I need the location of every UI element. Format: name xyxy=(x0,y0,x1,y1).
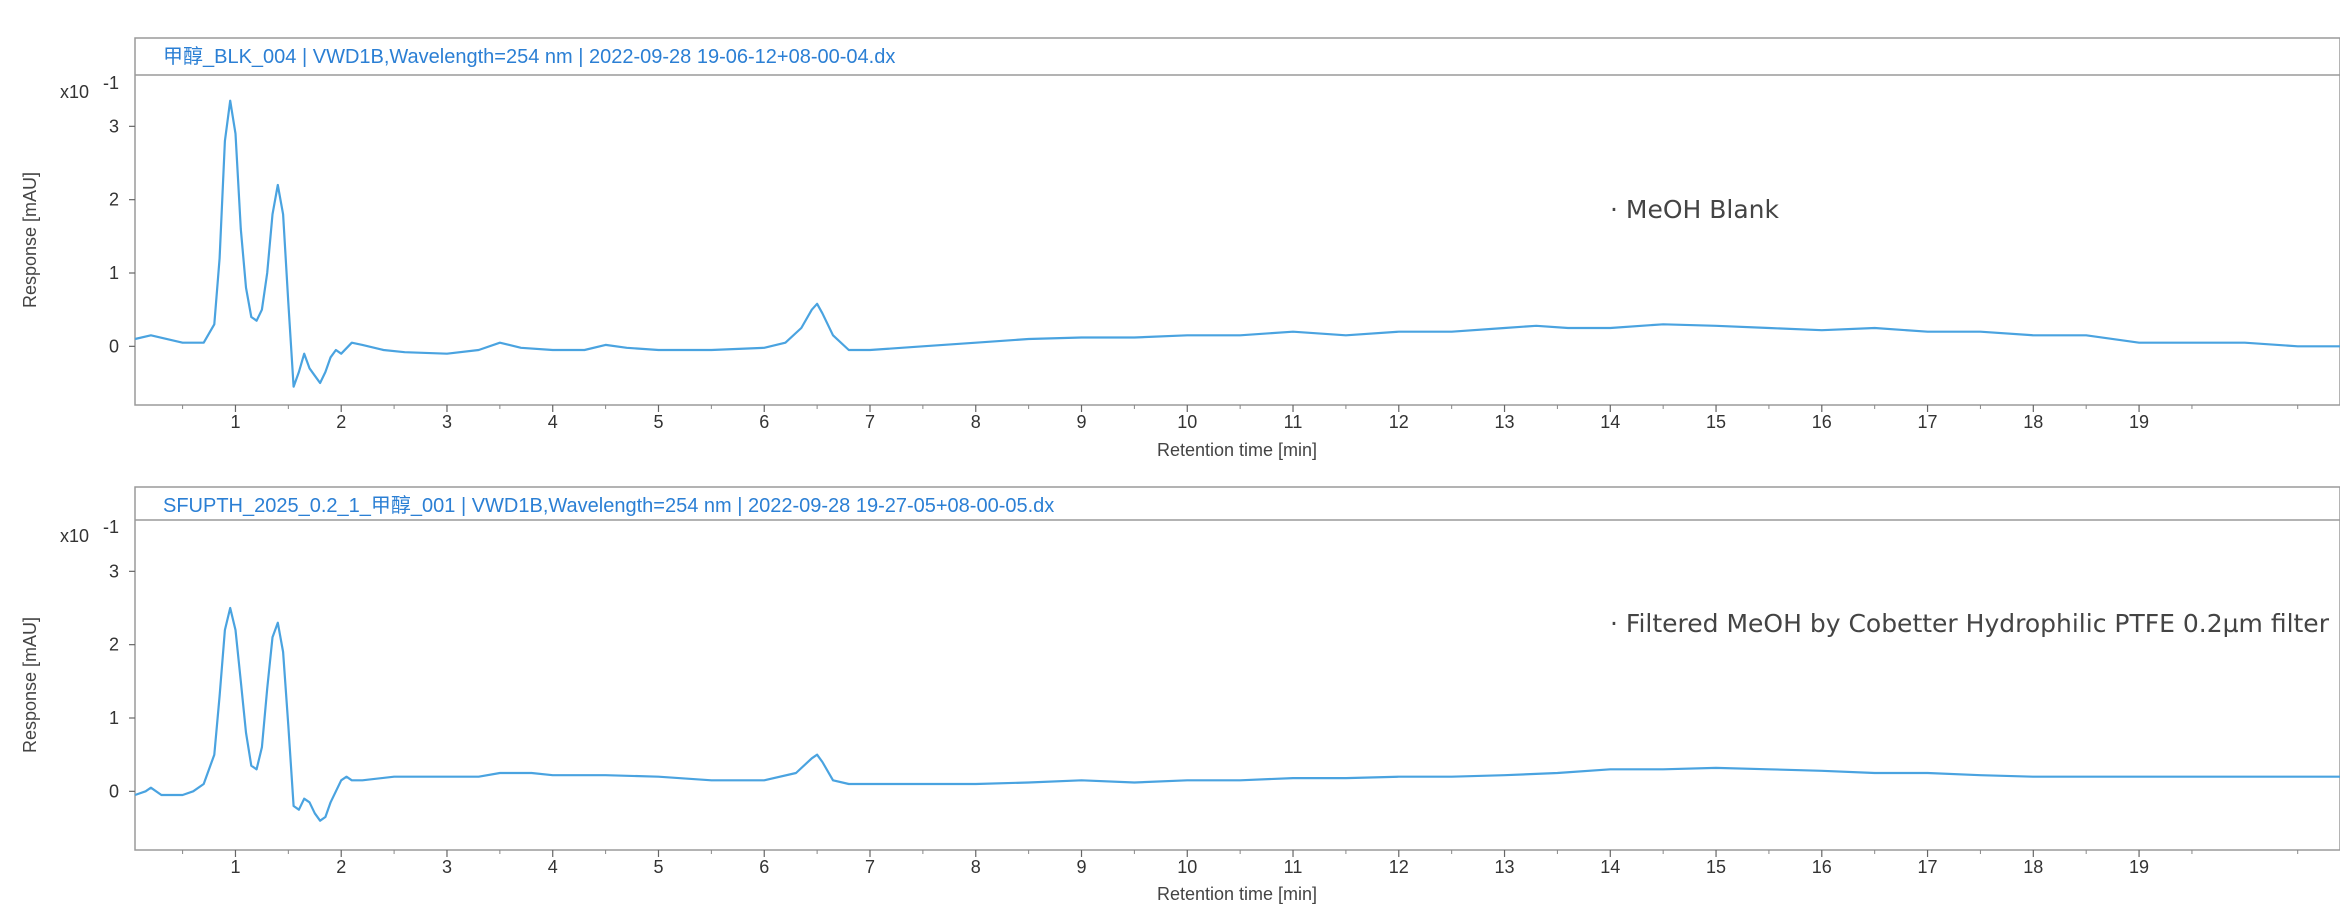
x-tick-label: 16 xyxy=(1812,412,1832,432)
x-tick-label: 17 xyxy=(1918,857,1938,877)
x-tick-label: 8 xyxy=(971,412,981,432)
x-tick-label: 12 xyxy=(1389,857,1409,877)
series-annotation: · MeOH Blank xyxy=(1610,195,1780,224)
x-axis-label: Retention time [min] xyxy=(1157,884,1317,904)
x-tick-label: 17 xyxy=(1918,412,1938,432)
y-tick-label: 0 xyxy=(109,781,119,801)
x-tick-label: 15 xyxy=(1706,412,1726,432)
chart-title: SFUPTH_2025_0.2_1_甲醇_001 | VWD1B,Wavelen… xyxy=(163,494,1054,517)
y-tick-label: 3 xyxy=(109,561,119,581)
x-tick-label: 10 xyxy=(1177,857,1197,877)
x-tick-label: 1 xyxy=(230,412,240,432)
y-axis-label: Response [mAU] xyxy=(20,172,40,308)
y-tick-label: 2 xyxy=(109,190,119,210)
y-axis-label: Response [mAU] xyxy=(20,617,40,753)
x-tick-label: 3 xyxy=(442,412,452,432)
x-tick-label: 4 xyxy=(548,412,558,432)
x-tick-label: 6 xyxy=(759,857,769,877)
x-tick-label: 14 xyxy=(1600,857,1620,877)
x-tick-label: 4 xyxy=(548,857,558,877)
y-tick-label: 3 xyxy=(109,116,119,136)
chromatogram-trace-1 xyxy=(134,99,2340,388)
x-tick-label: 1 xyxy=(230,857,240,877)
panel-frame xyxy=(134,486,2340,851)
y-tick-label: 1 xyxy=(109,263,119,283)
x-tick-label: 5 xyxy=(653,412,663,432)
chromatogram-trace-1 xyxy=(134,606,2340,822)
chart-title: 甲醇_BLK_004 | VWD1B,Wavelength=254 nm | 2… xyxy=(163,45,895,68)
x-axis-label: Retention time [min] xyxy=(1157,440,1317,460)
y-tick-label: 1 xyxy=(109,708,119,728)
x-tick-label: 3 xyxy=(442,857,452,877)
x-tick-label: 15 xyxy=(1706,857,1726,877)
y-multiplier-exponent: -1 xyxy=(103,517,119,537)
x-tick-label: 19 xyxy=(2129,412,2149,432)
y-tick-label: 2 xyxy=(109,635,119,655)
x-tick-label: 18 xyxy=(2023,412,2043,432)
x-tick-label: 2 xyxy=(336,412,346,432)
x-tick-label: 7 xyxy=(865,857,875,877)
x-tick-label: 7 xyxy=(865,412,875,432)
series-annotation: · Filtered MeOH by Cobetter Hydrophilic … xyxy=(1610,609,2330,638)
x-tick-label: 6 xyxy=(759,412,769,432)
x-tick-label: 5 xyxy=(653,857,663,877)
y-multiplier: x10 xyxy=(60,82,89,102)
x-tick-label: 12 xyxy=(1389,412,1409,432)
x-tick-label: 13 xyxy=(1495,857,1515,877)
x-tick-label: 11 xyxy=(1284,857,1303,877)
x-tick-label: 2 xyxy=(336,857,346,877)
x-tick-label: 14 xyxy=(1600,412,1620,432)
x-tick-label: 8 xyxy=(971,857,981,877)
x-tick-label: 9 xyxy=(1077,857,1087,877)
y-tick-label: 0 xyxy=(109,336,119,356)
x-tick-label: 11 xyxy=(1284,412,1303,432)
chart-panel-1: 甲醇_BLK_004 | VWD1B,Wavelength=254 nm | 2… xyxy=(20,37,2340,460)
x-tick-label: 16 xyxy=(1812,857,1832,877)
y-multiplier-exponent: -1 xyxy=(103,73,119,93)
x-tick-label: 9 xyxy=(1077,412,1087,432)
x-tick-label: 13 xyxy=(1495,412,1515,432)
chart-panel-2: SFUPTH_2025_0.2_1_甲醇_001 | VWD1B,Wavelen… xyxy=(20,486,2340,904)
x-tick-label: 10 xyxy=(1177,412,1197,432)
y-multiplier: x10 xyxy=(60,526,89,546)
x-tick-label: 18 xyxy=(2023,857,2043,877)
panel-frame xyxy=(134,37,2340,406)
x-tick-label: 19 xyxy=(2129,857,2149,877)
